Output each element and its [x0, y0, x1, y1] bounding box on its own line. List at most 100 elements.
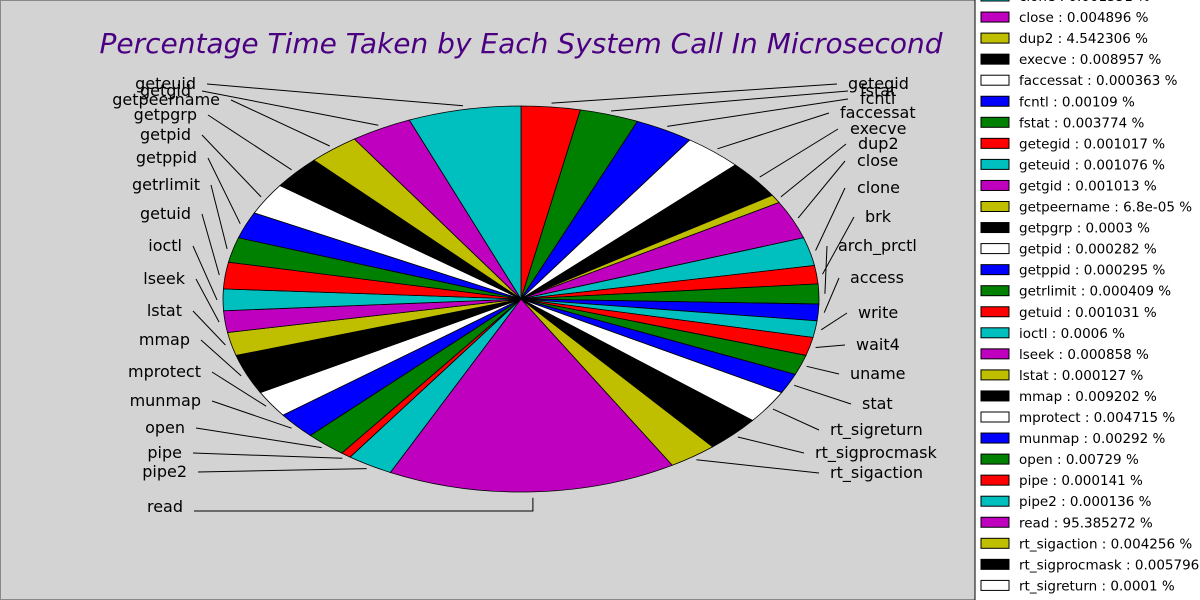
legend-swatch-munmap — [980, 432, 1010, 444]
legend-entry-fcntl: fcntl : 0.00109 % — [1019, 94, 1135, 110]
legend-entry-mprotect: mprotect : 0.004715 % — [1019, 410, 1175, 426]
legend-swatch-rt-sigprocmask — [980, 558, 1010, 570]
leader-line-getegid — [551, 83, 838, 104]
legend-entry-lstat: lstat : 0.000127 % — [1019, 368, 1143, 384]
slice-label-stat: stat — [862, 394, 893, 413]
leader-line-lseek — [195, 278, 220, 323]
legend-swatch-open — [980, 453, 1010, 465]
slice-label-close: close — [857, 151, 898, 170]
slice-label-pipe: pipe — [147, 443, 182, 462]
legend-swatch-mmap — [980, 390, 1010, 402]
slice-label-rt-sigaction: rt_sigaction — [830, 463, 923, 483]
legend-swatch-pipe — [980, 474, 1010, 486]
leader-line-execve — [759, 128, 839, 178]
legend-swatch-dup2 — [980, 32, 1010, 44]
legend-swatch-close — [980, 11, 1010, 23]
slice-label-rt-sigreturn: rt_sigreturn — [830, 420, 923, 440]
slice-label-getpgrp: getpgrp — [134, 105, 197, 124]
slice-label-rt-sigprocmask: rt_sigprocmask — [815, 443, 937, 463]
legend-swatch-getpid — [980, 243, 1010, 255]
slice-label-lseek: lseek — [143, 269, 185, 288]
leader-line-pipe2 — [197, 468, 367, 473]
slice-label-ioctl: ioctl — [148, 236, 182, 255]
slice-label-pipe2: pipe2 — [142, 462, 187, 481]
slice-label-wait4: wait4 — [856, 335, 900, 354]
legend-entry-lseek: lseek : 0.000858 % — [1019, 347, 1149, 363]
legend-entry-open: open : 0.00729 % — [1019, 452, 1139, 468]
legend-entry-getppid: getppid : 0.000295 % — [1019, 263, 1165, 279]
legend-swatch-rt-sigaction — [980, 537, 1010, 549]
legend-entry-geteuid: geteuid : 0.001076 % — [1019, 157, 1165, 173]
legend-swatch-getuid — [980, 306, 1010, 318]
legend-entry-clone: clone : 0.001551 % — [1019, 0, 1150, 5]
leader-line-clone — [815, 187, 846, 251]
legend-swatch-fstat — [980, 116, 1010, 128]
leader-line-getgid — [201, 90, 379, 126]
leader-line-getppid — [207, 157, 241, 224]
slice-label-getpeername: getpeername — [112, 90, 220, 109]
leader-line-brk — [822, 216, 855, 275]
legend-swatch-ioctl — [980, 327, 1010, 339]
leader-line-getrlimit — [210, 184, 228, 250]
leader-line-faccessat — [717, 112, 830, 150]
leader-line-rt-sigprocmask — [737, 436, 805, 454]
legend-entry-rt-sigprocmask: rt_sigprocmask : 0.005796 — [1019, 557, 1199, 573]
legend-entry-pipe2: pipe2 : 0.000136 % — [1019, 494, 1152, 510]
leader-line-uname — [806, 365, 840, 375]
slice-label-brk: brk — [865, 207, 892, 226]
slice-label-getegid: getegid — [848, 74, 909, 93]
slice-label-uname: uname — [850, 364, 906, 383]
legend-swatch-faccessat — [980, 74, 1010, 86]
legend-swatch-clone — [980, 0, 1010, 2]
legend-swatch-mprotect — [980, 411, 1010, 423]
legend-entry-execve: execve : 0.008957 % — [1019, 52, 1162, 68]
leader-line-read — [194, 497, 534, 512]
pie-slices — [222, 105, 820, 493]
legend-swatch-getpeername — [980, 201, 1010, 212]
slice-label-mmap: mmap — [139, 330, 190, 349]
legend-swatch-lstat — [980, 369, 1010, 381]
leader-line-geteuid — [206, 83, 464, 107]
legend-entry-dup2: dup2 : 4.542306 % — [1019, 31, 1148, 47]
slice-label-getgid: getgid — [140, 81, 191, 100]
leader-line-getpeername — [230, 99, 330, 147]
slice-label-munmap: munmap — [130, 391, 201, 410]
legend-entry-getgid: getgid : 0.001013 % — [1019, 178, 1157, 194]
slice-label-fstat: fstat — [860, 81, 896, 100]
legend-entry-getrlimit: getrlimit : 0.000409 % — [1019, 284, 1171, 300]
slice-label-getpid: getpid — [140, 125, 191, 144]
leader-line-stat — [794, 384, 852, 405]
slice-label-write: write — [858, 303, 898, 322]
slice-label-execve: execve — [850, 119, 907, 138]
leader-line-fcntl — [667, 98, 849, 127]
slice-label-getrlimit: getrlimit — [132, 175, 200, 194]
legend-swatch-execve — [980, 53, 1010, 65]
leader-line-arch-prctl — [824, 245, 828, 294]
leader-line-write — [820, 312, 848, 331]
slice-label-clone: clone — [857, 178, 900, 197]
leader-line-getpgrp — [207, 114, 292, 171]
leader-line-wait4 — [815, 344, 846, 348]
pie-slice-read — [389, 298, 673, 493]
leader-line-access — [823, 277, 840, 313]
pie-labels: getegidfstatfcntlfaccessatexecvedup2clos… — [112, 74, 937, 516]
legend-swatch-fcntl — [980, 95, 1010, 107]
legend-swatch-getpgrp — [980, 222, 1010, 234]
leader-line-dup2 — [780, 143, 847, 198]
legend-box — [974, 0, 1200, 600]
slice-label-mprotect: mprotect — [128, 362, 201, 381]
legend-entry-fstat: fstat : 0.003774 % — [1019, 115, 1144, 131]
slice-label-arch-prctl: arch_prctl — [838, 236, 917, 256]
legend-entry-getegid: getegid : 0.001017 % — [1019, 136, 1165, 152]
legend-entry-rt-sigreturn: rt_sigreturn : 0.0001 % — [1019, 578, 1175, 594]
leader-line-rt-sigreturn — [772, 408, 820, 431]
legend-entry-rt-sigaction: rt_sigaction : 0.004256 % — [1019, 536, 1192, 552]
leader-line-munmap — [211, 400, 292, 429]
slice-label-dup2: dup2 — [858, 134, 899, 153]
chart-title: Percentage Time Taken by Each System Cal… — [99, 27, 942, 60]
legend-swatch-getegid — [980, 137, 1010, 149]
slice-label-lstat: lstat — [147, 301, 182, 320]
legend-entry-close: close : 0.004896 % — [1019, 10, 1149, 26]
